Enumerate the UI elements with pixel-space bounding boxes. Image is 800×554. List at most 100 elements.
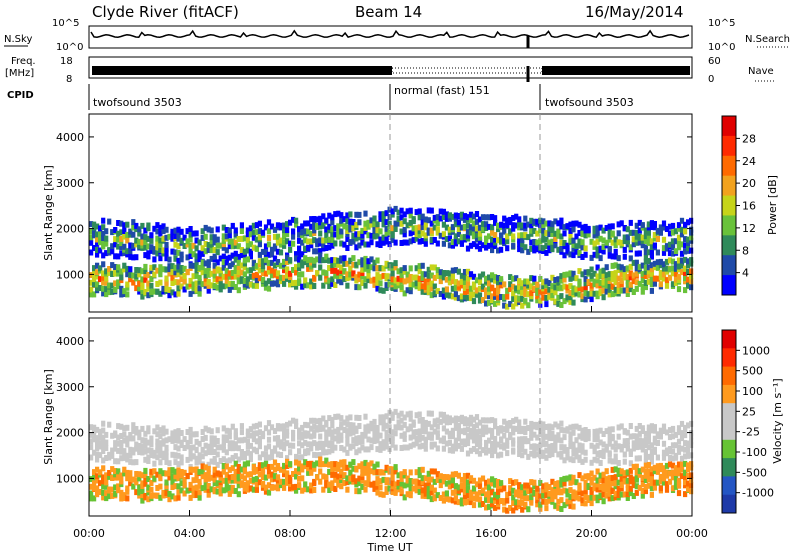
scatter-cell-1 — [589, 282, 594, 289]
scatter-cell-0 — [266, 235, 272, 241]
scatter-cell-0 — [209, 449, 214, 456]
scatter-cell-0 — [622, 451, 627, 458]
scatter-cell-0 — [550, 435, 555, 442]
scatter-cell-0 — [658, 224, 663, 231]
scatter-cell-0 — [233, 227, 238, 234]
scatter-cell-0 — [306, 228, 311, 235]
scatter-cell-1 — [661, 265, 667, 272]
scatter-cell-1 — [191, 466, 196, 473]
scatter-cell-0 — [212, 247, 217, 253]
scatter-cell-1 — [526, 278, 531, 285]
scatter-cell-0 — [477, 450, 483, 457]
scatter-cell-1 — [170, 269, 175, 276]
scatter-cell-1 — [282, 484, 287, 491]
scatter-cell-1 — [462, 274, 468, 281]
scatter-cell-0 — [215, 438, 220, 444]
scatter-cell-1 — [366, 267, 371, 274]
scatter-cell-1 — [101, 494, 106, 501]
scatter-cell-1 — [568, 474, 573, 481]
scatter-cell-0 — [417, 214, 422, 221]
scatter-cell-0 — [474, 231, 480, 238]
scatter-cell-1 — [224, 267, 229, 274]
scatter-cell-0 — [95, 451, 100, 458]
scatter-cell-1 — [670, 469, 676, 476]
scatter-cell-0 — [607, 431, 612, 438]
scatter-cell-0 — [490, 247, 495, 254]
scatter-cell-0 — [354, 449, 359, 456]
scatter-cell-1 — [348, 475, 353, 482]
scatter-cell-1 — [529, 275, 534, 282]
scatter-cell-1 — [254, 466, 259, 473]
scatter-cell-0 — [360, 239, 365, 246]
scatter-cell-1 — [98, 489, 103, 495]
scatter-cell-0 — [330, 440, 335, 447]
scatter-cell-1 — [601, 471, 606, 478]
scatter-cell-0 — [484, 417, 489, 424]
scatter-cell-1 — [670, 258, 676, 265]
scatter-cell-1 — [236, 491, 241, 498]
scatter-cell-1 — [369, 277, 374, 284]
scatter-cell-1 — [679, 257, 685, 264]
scatter-cell-1 — [98, 285, 103, 291]
scatter-cell-0 — [441, 425, 446, 432]
scatter-cell-0 — [465, 214, 471, 221]
scatter-cell-0 — [176, 445, 181, 452]
scatter-cell-1 — [399, 276, 404, 283]
scatter-cell-1 — [375, 285, 380, 292]
scatter-cell-1 — [294, 487, 299, 494]
scatter-cell-0 — [541, 218, 546, 225]
scatter-cell-1 — [309, 487, 314, 494]
scatter-cell-1 — [107, 473, 112, 480]
scatter-cell-0 — [670, 222, 676, 229]
scatter-cell-0 — [444, 236, 449, 242]
scatter-cell-0 — [586, 231, 591, 238]
scatter-cell-0 — [604, 443, 609, 450]
scatter-cell-0 — [438, 437, 443, 444]
scatter-cell-1 — [487, 503, 492, 510]
scatter-cell-0 — [188, 226, 193, 232]
scatter-cell-0 — [366, 232, 371, 239]
scatter-cell-1 — [484, 496, 489, 503]
scatter-cell-1 — [143, 268, 148, 274]
scatter-cell-1 — [203, 476, 208, 483]
scatter-cell-0 — [215, 236, 220, 243]
scatter-cell-0 — [291, 417, 296, 424]
scatter-cell-1 — [245, 483, 250, 490]
scatter-cell-0 — [248, 253, 253, 260]
scatter-cell-1 — [595, 477, 600, 484]
scatter-cell-0 — [194, 237, 199, 244]
scatter-cell-0 — [300, 223, 305, 230]
scatter-cell-0 — [227, 428, 232, 435]
scatter-cell-0 — [291, 233, 296, 240]
scatter-cell-0 — [98, 225, 103, 232]
scatter-cell-1 — [146, 285, 151, 292]
time-axis-label: Time UT — [366, 541, 412, 554]
scatter-cell-0 — [532, 228, 537, 234]
scatter-cell-1 — [535, 501, 540, 508]
scatter-cell-1 — [444, 474, 449, 481]
scatter-cell-0 — [158, 246, 163, 253]
scatter-cell-0 — [282, 445, 287, 452]
scatter-cell-0 — [417, 436, 422, 443]
scatter-cell-1 — [607, 487, 612, 494]
scatter-cell-1 — [664, 462, 670, 469]
scatter-cell-1 — [601, 498, 606, 505]
scatter-cell-1 — [686, 282, 691, 289]
scatter-cell-1 — [224, 471, 229, 478]
scatter-cell-0 — [257, 443, 262, 450]
scatter-cell-1 — [676, 286, 682, 293]
scatter-cell-0 — [399, 240, 404, 246]
scatter-cell-0 — [408, 230, 413, 237]
scatter-cell-0 — [393, 239, 398, 246]
scatter-cell-0 — [432, 441, 437, 448]
scatter-cell-1 — [526, 282, 531, 289]
scatter-cell-0 — [414, 235, 419, 242]
scatter-cell-0 — [309, 445, 314, 452]
scatter-cell-0 — [595, 450, 600, 457]
scatter-cell-1 — [613, 290, 618, 297]
scatter-cell-1 — [248, 267, 253, 274]
scatter-cell-0 — [686, 422, 691, 429]
scatter-cell-0 — [251, 423, 256, 430]
scatter-cell-1 — [689, 477, 694, 484]
scatter-cell-0 — [390, 225, 395, 232]
